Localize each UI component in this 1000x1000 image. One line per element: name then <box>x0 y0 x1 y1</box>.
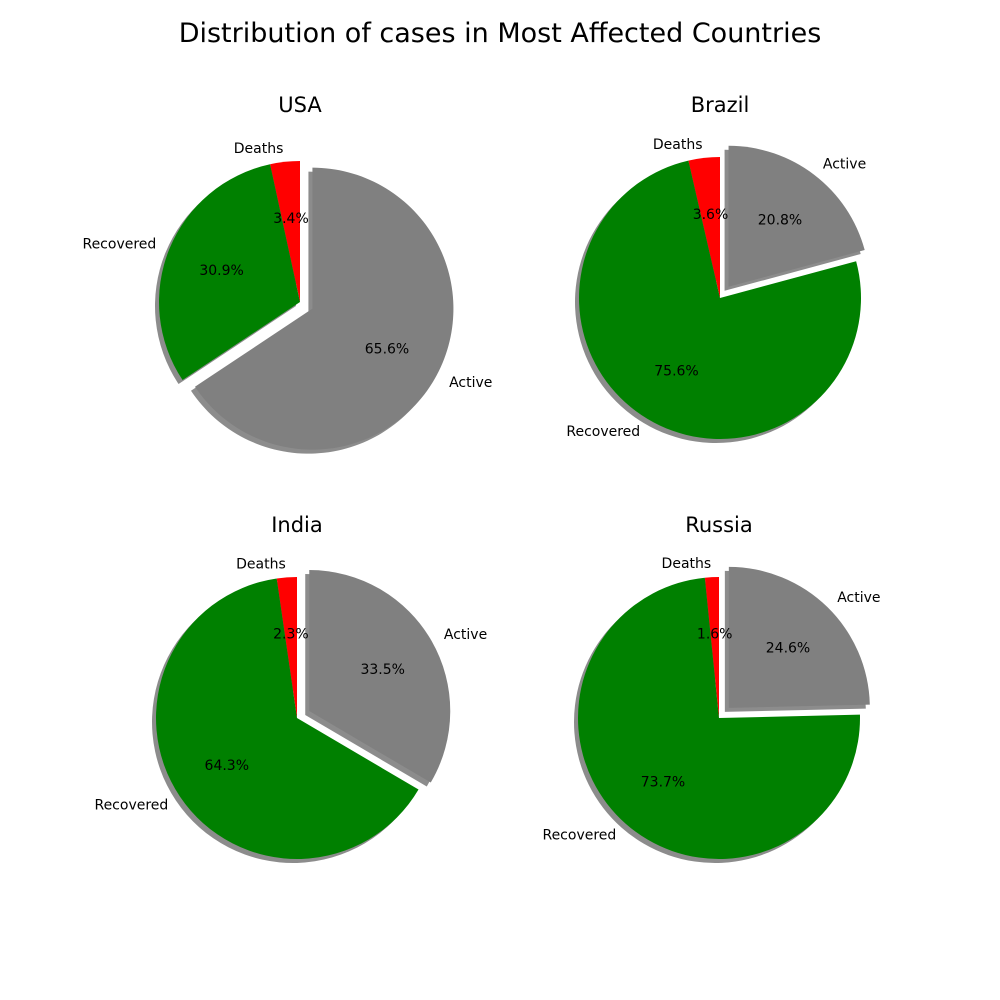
pie-slice-usa-active <box>194 167 454 450</box>
pie-russia: Russia Deaths 1.6% Recovered 73.7% Active 24.6… <box>542 513 881 863</box>
pie-label-india-recovered: Recovered <box>94 798 168 814</box>
pie-pct-india-active: 33.5% <box>360 662 404 678</box>
pie-pct-usa-deaths: 3.4% <box>273 211 309 227</box>
pie-pct-india-recovered: 64.3% <box>205 758 249 774</box>
pie-slice-india-active <box>309 570 451 783</box>
pie-label-india-active: Active <box>444 627 487 643</box>
pie-label-brazil-recovered: Recovered <box>566 424 640 440</box>
pie-label-india-deaths: Deaths <box>236 556 286 572</box>
pie-slice-brazil-recovered <box>579 160 862 439</box>
pie-pct-brazil-deaths: 3.6% <box>693 207 729 223</box>
pie-label-russia-deaths: Deaths <box>662 556 712 572</box>
pie-slice-usa-deaths <box>270 161 300 302</box>
figure-title: Distribution of cases in Most Affected C… <box>179 18 822 49</box>
pie-label-usa-active: Active <box>449 375 492 391</box>
pie-slice-russia-active <box>728 566 870 708</box>
pie-pct-brazil-recovered: 75.6% <box>654 364 698 380</box>
pie-brazil: Brazil Deaths 3.6% Recovered 75.6% Active 20.8… <box>566 93 866 443</box>
pie-label-russia-active: Active <box>837 590 880 606</box>
pie-pct-russia-active: 24.6% <box>766 640 810 656</box>
pie-title-usa: USA <box>278 93 322 117</box>
pie-pct-russia-deaths: 1.6% <box>697 627 733 643</box>
pie-slice-russia-deaths <box>704 577 719 718</box>
pie-label-brazil-deaths: Deaths <box>653 137 703 153</box>
pie-pct-usa-active: 65.6% <box>365 342 409 358</box>
pie-pct-usa-recovered: 30.9% <box>199 263 243 279</box>
pie-slice-russia-recovered <box>577 577 860 859</box>
pie-title-russia: Russia <box>685 513 753 537</box>
pie-label-usa-deaths: Deaths <box>234 141 284 157</box>
pie-india: India Deaths 2.3% Recovered 64.3% Active 33.5% <box>94 513 487 864</box>
pie-label-usa-recovered: Recovered <box>82 237 156 253</box>
pie-pct-india-deaths: 2.3% <box>273 627 309 643</box>
pie-label-russia-recovered: Recovered <box>542 827 616 843</box>
pie-usa: USA Deaths 3.4% Recovered 30.9% Active 65.6% <box>82 93 492 454</box>
pie-grid: USA Deaths 3.4% Recovered 30.9% Active 65.6% Br… <box>82 93 881 864</box>
pie-slice-brazil-deaths <box>688 156 720 298</box>
pie-slice-india-deaths <box>276 577 297 718</box>
pie-title-india: India <box>271 513 323 537</box>
pie-slice-brazil-active <box>728 145 865 287</box>
pie-pct-brazil-active: 20.8% <box>758 213 802 229</box>
pie-title-brazil: Brazil <box>691 93 750 117</box>
pie-pct-russia-recovered: 73.7% <box>641 774 685 790</box>
pie-label-brazil-active: Active <box>823 157 866 173</box>
pie-slice-india-recovered <box>156 578 419 860</box>
pie-slice-usa-recovered <box>158 164 300 381</box>
